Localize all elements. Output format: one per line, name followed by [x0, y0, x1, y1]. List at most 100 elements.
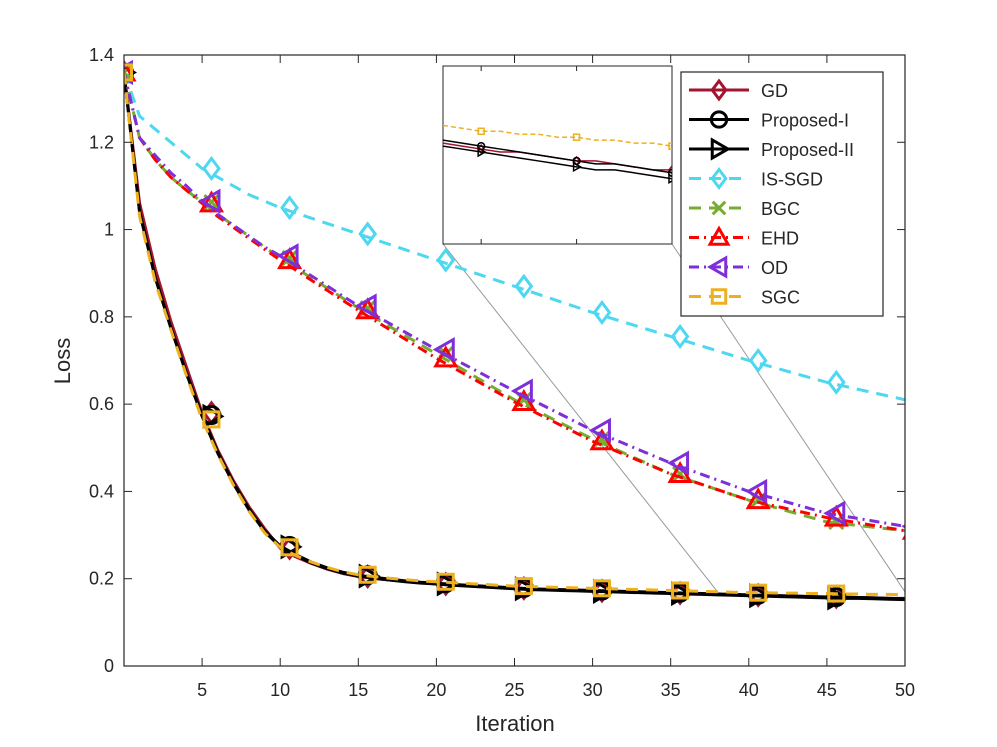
inset-series-group	[443, 124, 672, 185]
data-point-is-sgd	[904, 399, 905, 400]
data-point-ehd	[124, 59, 137, 82]
data-point-proposed-ii	[907, 590, 925, 610]
legend-item-od: OD	[689, 255, 788, 279]
series-group	[124, 59, 925, 611]
data-point-is-sgd	[436, 247, 456, 273]
x-axis-label: Iteration	[475, 711, 555, 736]
data-point-ehd	[901, 534, 905, 540]
x-tick-label: 50	[895, 680, 915, 700]
x-tick-label: 10	[270, 680, 290, 700]
legend-item-ehd: EHD	[689, 225, 799, 249]
data-point-sgc	[436, 572, 455, 591]
inset-point-sgc	[668, 142, 672, 150]
legend-marker-proposed-i	[709, 110, 729, 129]
legend-item-proposed-ii: Proposed-II	[689, 137, 854, 161]
data-point-od	[667, 450, 690, 476]
legend-marker-bgc	[711, 200, 727, 216]
inset-point-proposed-ii	[668, 173, 672, 185]
y-tick-label: 0.4	[89, 481, 114, 501]
inset-line-proposed-i	[443, 139, 672, 174]
legend: GD Proposed-I Proposed-II IS-SGD BGC EHD OD SGC	[680, 71, 884, 317]
data-point-sgc	[592, 579, 611, 598]
data-point-od	[823, 500, 846, 526]
legend-item-gd: GD	[689, 78, 788, 102]
legend-marker-ehd	[707, 225, 731, 246]
legend-marker-is-sgd	[710, 167, 728, 190]
legend-item-proposed-i: Proposed-I	[689, 110, 849, 131]
data-point-od	[354, 293, 377, 319]
data-point-od	[432, 337, 455, 363]
legend-label-proposed-i: Proposed-I	[761, 111, 849, 131]
data-point-sgc	[907, 587, 922, 602]
legend-label-sgc: SGC	[761, 288, 800, 308]
data-point-od	[510, 378, 533, 404]
inset-point-sgc	[477, 127, 485, 136]
legend-item-bgc: BGC	[689, 199, 800, 219]
y-tick-label: 0	[104, 656, 114, 676]
series-line-sgc	[124, 72, 905, 597]
data-point-is-sgd	[280, 195, 299, 221]
x-tick-label: 30	[583, 680, 603, 700]
legend-label-gd: GD	[761, 81, 788, 101]
data-point-sgc	[358, 565, 377, 584]
data-point-od	[276, 243, 299, 269]
inset-point-proposed-ii	[477, 146, 487, 158]
data-point-is-sgd	[670, 323, 690, 349]
data-point-od	[588, 417, 611, 443]
y-axis-label: Loss	[50, 338, 75, 384]
legend-label-ehd: EHD	[761, 229, 799, 249]
legend-box	[680, 71, 884, 317]
data-point-is-sgd	[514, 273, 534, 299]
x-tick-label: 5	[197, 680, 207, 700]
legend-label-od: OD	[761, 258, 788, 278]
y-tick-label: 1.2	[89, 132, 114, 152]
series-line-ehd	[124, 72, 905, 533]
data-point-is-sgd	[826, 369, 846, 395]
legend-label-is-sgd: IS-SGD	[761, 170, 823, 190]
inset-line-proposed-ii	[443, 145, 672, 180]
data-point-od	[901, 524, 905, 529]
legend-marker-sgc	[710, 288, 728, 305]
axes: 5 10 15 20 25 30 35 40 45 50 0 0.2 0.4 0.6 0.8 1 1.2 1.4	[89, 45, 915, 700]
inset-point-proposed-ii	[572, 161, 583, 173]
data-point-is-sgd	[358, 221, 378, 247]
legend-marker-proposed-ii	[710, 137, 732, 161]
inset-line-sgc	[443, 124, 672, 147]
x-tick-label: 15	[348, 680, 368, 700]
legend-item-is-sgd: IS-SGD	[689, 167, 823, 190]
data-point-sgc	[124, 63, 133, 82]
data-point-proposed-i	[904, 595, 905, 603]
x-tick-label: 25	[504, 680, 524, 700]
data-point-sgc	[280, 538, 299, 557]
data-point-is-sgd	[592, 299, 612, 325]
legend-marker-gd	[710, 78, 728, 102]
data-point-sgc	[514, 577, 533, 596]
data-point-is-sgd	[748, 348, 768, 373]
y-tick-label: 0.6	[89, 394, 114, 414]
y-tick-label: 0.2	[89, 569, 114, 589]
series-od	[124, 59, 905, 529]
legend-label-bgc: BGC	[761, 199, 800, 219]
data-point-od	[745, 478, 768, 505]
x-tick-label: 45	[817, 680, 837, 700]
x-tick-label: 40	[739, 680, 759, 700]
data-point-sgc	[827, 584, 846, 603]
data-point-sgc	[671, 581, 690, 600]
inset-point-sgc	[572, 133, 581, 141]
x-tick-label: 20	[426, 680, 446, 700]
x-tick-label: 35	[661, 680, 681, 700]
series-sgc	[124, 63, 922, 603]
connector-line-left	[442, 243, 718, 593]
y-tick-label: 1	[104, 220, 114, 240]
legend-label-proposed-ii: Proposed-II	[761, 140, 854, 160]
data-point-is-sgd	[202, 155, 221, 181]
legend-marker-od	[706, 255, 728, 279]
inset-zoom-panel	[442, 65, 673, 245]
inset-point-gd	[668, 164, 672, 176]
inset-point-gd	[477, 143, 486, 155]
inset-frame	[442, 65, 673, 245]
data-point-gd	[904, 598, 905, 599]
data-point-sgc	[202, 410, 221, 429]
legend-item-sgc: SGC	[689, 288, 800, 308]
